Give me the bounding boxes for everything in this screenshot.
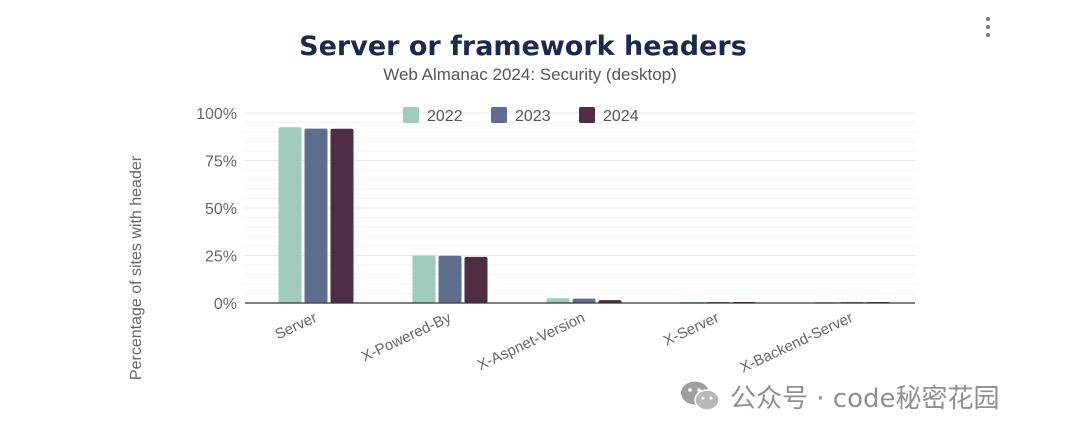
legend-swatch [579, 107, 595, 123]
chart-subtitle: Web Almanac 2024: Security (desktop) [383, 65, 677, 84]
legend-label: 2024 [603, 108, 639, 125]
bars [278, 127, 890, 304]
y-tick-label: 100% [196, 106, 237, 123]
y-axis-label: Percentage of sites with header [128, 155, 145, 380]
legend[interactable]: 2022 2023 2024 [403, 107, 639, 125]
bar-2022-server[interactable] [278, 127, 302, 303]
bar-2023-x-powered-by[interactable] [438, 255, 462, 303]
y-tick-labels: 0% 25% 50% 75% 100% [196, 106, 237, 313]
bar-2024-x-powered-by[interactable] [464, 256, 488, 303]
x-tick-label: X-Powered-By [359, 309, 454, 365]
kebab-menu-icon[interactable] [978, 14, 998, 40]
grid-lines [245, 112, 915, 294]
bar-2023-x-aspnet-version[interactable] [572, 298, 596, 303]
legend-label: 2023 [515, 108, 551, 125]
legend-swatch [403, 107, 419, 123]
bar-2022-x-powered-by[interactable] [412, 255, 436, 304]
watermark: 公众号 · code秘密花园 [680, 376, 1000, 416]
legend-label: 2022 [427, 108, 463, 125]
watermark-text: 公众号 · code秘密花园 [730, 383, 1000, 414]
y-tick-label: 75% [205, 154, 237, 171]
chart-title: Server or framework headers [299, 31, 747, 62]
y-tick-label: 25% [205, 249, 237, 266]
y-tick-label: 50% [205, 201, 237, 218]
x-tick-label: X-Aspnet-Version [475, 309, 588, 374]
legend-item-2023[interactable]: 2023 [491, 107, 551, 125]
wechat-icon [681, 381, 720, 411]
x-tick-label: X-Backend-Server [737, 309, 855, 376]
legend-swatch [491, 107, 507, 123]
bar-2023-server[interactable] [304, 128, 328, 303]
y-tick-label: 0% [214, 296, 237, 313]
bar-2022-x-aspnet-version[interactable] [546, 298, 570, 303]
x-tick-label: X-Server [661, 309, 722, 349]
legend-item-2024[interactable]: 2024 [579, 107, 639, 125]
bar-2024-x-aspnet-version[interactable] [598, 300, 622, 303]
x-tick-label: Server [272, 309, 319, 343]
legend-item-2022[interactable]: 2022 [403, 107, 463, 125]
x-tick-labels: Server X-Powered-By X-Aspnet-Version X-Serv… [272, 309, 855, 376]
bar-2024-server[interactable] [330, 128, 354, 303]
